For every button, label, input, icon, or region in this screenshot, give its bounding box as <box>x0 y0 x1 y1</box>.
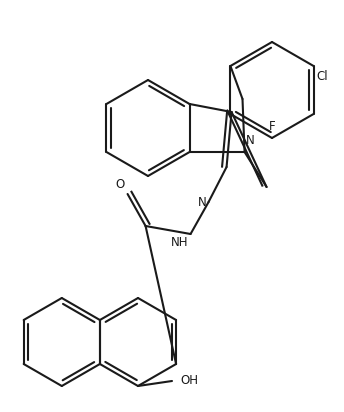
Text: N: N <box>198 196 206 208</box>
Text: Cl: Cl <box>316 70 328 83</box>
Text: OH: OH <box>180 375 198 388</box>
Text: O: O <box>115 178 125 191</box>
Text: N: N <box>246 134 254 147</box>
Text: NH: NH <box>171 236 189 249</box>
Text: F: F <box>269 120 275 133</box>
